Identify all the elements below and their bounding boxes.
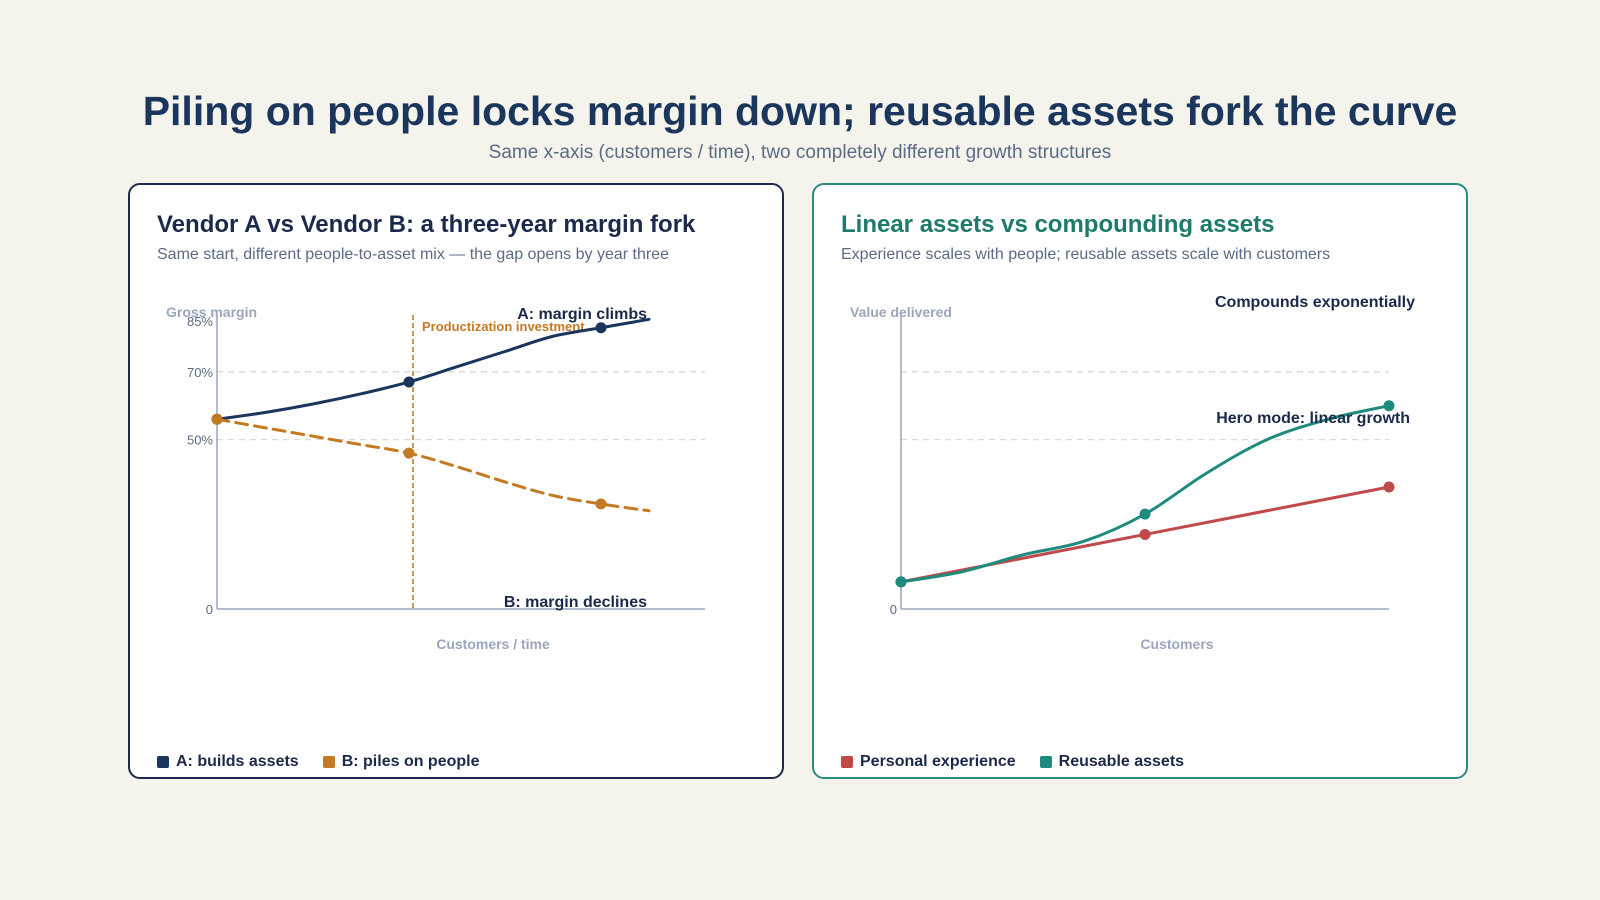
data-point-reusable-assets xyxy=(1139,508,1151,520)
data-point-personal-experience xyxy=(1139,528,1151,540)
data-point-b-piles-on-people xyxy=(403,447,415,459)
data-point-a-builds-assets xyxy=(403,376,415,388)
data-point-reusable-assets xyxy=(1383,400,1395,412)
legend-label-vendor-a: A: builds assets xyxy=(176,753,299,770)
margin-x-axis-title: Customers / time xyxy=(436,636,550,652)
legend-item-vendor-a: A: builds assets xyxy=(157,753,299,771)
asset-x-axis-title: Customers xyxy=(1140,636,1213,652)
data-point-personal-experience xyxy=(1383,481,1395,493)
legend-swatch-personal-experience xyxy=(841,756,853,768)
asset-curve-chart: 0 Value delivered Customers Compounds expon… xyxy=(850,294,1415,652)
page-subtitle: Same x-axis (customers / time), two comp… xyxy=(488,142,1112,163)
margin-y-tick-label: 50% xyxy=(187,433,213,448)
legend-swatch-reusable-assets xyxy=(1039,756,1052,768)
margin-y-tick-label: 85% xyxy=(187,314,213,329)
margin-fork-legend: A: builds assets B: piles on people xyxy=(157,753,480,771)
asset-curve-subtitle: Experience scales with people; reusable … xyxy=(841,246,1331,263)
data-point-a-builds-assets xyxy=(595,322,607,334)
asset-y-axis-title: Value delivered xyxy=(850,304,952,320)
series-annotation-personal: Hero mode: linear growth xyxy=(1216,410,1410,427)
margin-fork-chart: 0 50% 70% 85%Gross margin Customers / time Pr… xyxy=(166,304,705,652)
legend-label-reusable-assets: Reusable assets xyxy=(1058,753,1185,770)
series-line-b-piles-on-people xyxy=(215,417,651,513)
margin-fork-subtitle: Same start, different people-to-asset mi… xyxy=(157,246,669,263)
series-line-reusable-assets xyxy=(899,404,1391,584)
data-point-b-piles-on-people xyxy=(595,498,607,510)
asset-curve-title: Linear assets vs compounding assets xyxy=(841,211,1275,238)
page-title: Piling on people locks margin down; reus… xyxy=(142,88,1458,134)
series-annotation-b: B: margin declines xyxy=(504,594,647,611)
margin-y-axis-title: Gross margin xyxy=(166,304,257,320)
margin-fork-panel: Vendor A vs Vendor B: a three-year margi… xyxy=(128,183,784,779)
data-point-b-piles-on-people xyxy=(211,413,223,425)
asset-y-tick-label: 0 xyxy=(890,602,897,617)
legend-swatch-vendor-b xyxy=(322,756,335,768)
margin-y-tick-label: 70% xyxy=(187,365,213,380)
legend-swatch-vendor-a xyxy=(157,756,169,768)
legend-item-vendor-b: B: piles on people xyxy=(322,753,480,771)
legend-label-personal-experience: Personal experience xyxy=(860,753,1016,770)
asset-curve-legend: Personal experience Reusable assets xyxy=(841,753,1184,771)
series-annotation-a: A: margin climbs xyxy=(517,306,647,323)
legend-item-personal-experience: Personal experience xyxy=(841,753,1016,771)
data-point-reusable-assets xyxy=(895,576,907,588)
margin-fork-title: Vendor A vs Vendor B: a three-year margi… xyxy=(157,211,696,238)
series-annotation-reusable: Compounds exponentially xyxy=(1215,294,1415,311)
legend-item-reusable-assets: Reusable assets xyxy=(1039,753,1185,771)
asset-curve-panel: Linear assets vs compounding assets Expe… xyxy=(812,183,1468,779)
margin-y-tick-label: 0 xyxy=(206,602,213,617)
margin-investment-label: Productization investment xyxy=(422,319,585,334)
legend-label-vendor-b: B: piles on people xyxy=(341,753,480,770)
series-line-a-builds-assets xyxy=(215,317,651,421)
